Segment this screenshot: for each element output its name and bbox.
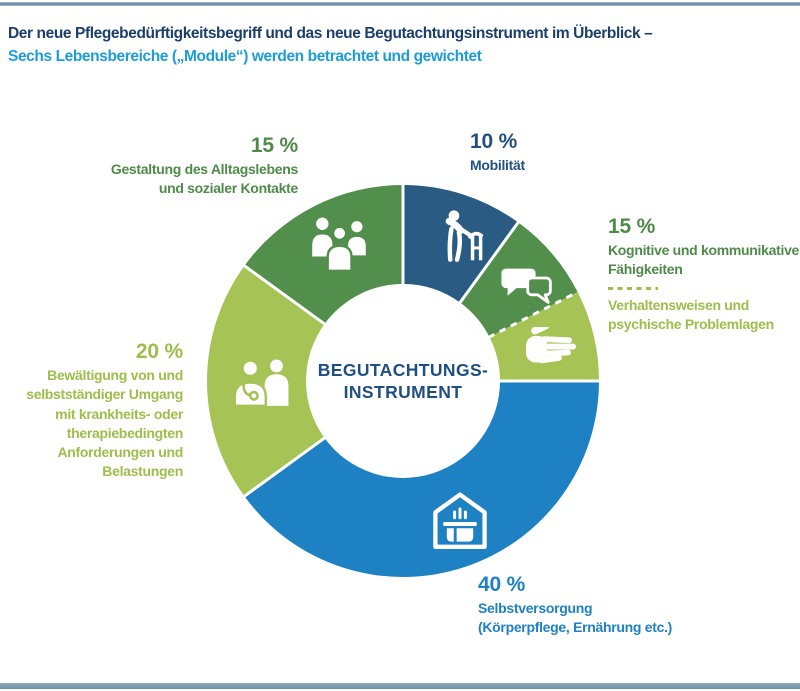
top-rule <box>0 2 800 6</box>
percent-label: 10 % <box>470 130 518 153</box>
callout-kognitive-verhaltensweisen: 15 % Kognitive und kommunikative Fähigke… <box>608 215 799 334</box>
callout-text: therapiebedingten <box>66 424 184 441</box>
hand-icon <box>524 327 578 367</box>
people-group-icon <box>309 216 369 272</box>
percent-label: 15 % <box>608 215 656 238</box>
callout-text: psychische Problemlagen <box>608 316 774 332</box>
donut-center-label: BEGUTACHTUNGS- INSTRUMENT <box>318 359 489 403</box>
donut-segment-selbstversorgung <box>244 381 599 577</box>
walker-icon <box>437 210 487 267</box>
callout-selbstversorgung: 40 % Selbstversorgung (Körperpflege, Ern… <box>478 573 672 637</box>
segment-divider <box>242 436 327 499</box>
callout-text: Kognitive und kommunikative <box>608 242 800 258</box>
page-subtitle: Sechs Lebensbereiche („Module“) werden b… <box>8 48 482 65</box>
callout-text: Selbstversorgung <box>478 600 593 616</box>
bottom-rule <box>0 683 800 689</box>
callout-mobilitaet: 10 % Mobilität <box>470 130 525 175</box>
percent-label: 15 % <box>250 134 298 157</box>
dashed-separator <box>608 287 658 290</box>
callout-gestaltung: 15 % Gestaltung des Alltagslebens und so… <box>111 134 298 198</box>
page-title: Der neue Pflegebedürftigkeitsbegriff und… <box>8 25 653 42</box>
speech-bubbles-icon <box>500 266 554 311</box>
house-pot-icon <box>431 491 489 551</box>
percent-label: 20 % <box>135 340 183 363</box>
callout-bewaeltigung: 20 % Bewältigung von und selbstständiger… <box>26 340 183 482</box>
callout-text: Verhaltensweisen und <box>608 297 750 313</box>
callout-text: Belastungen <box>102 463 183 480</box>
header: Der neue Pflegebedürftigkeitsbegriff und… <box>8 22 796 68</box>
center-label-line1: BEGUTACHTUNGS- <box>317 360 489 380</box>
callout-text: und sozialer Kontakte <box>158 180 298 196</box>
callout-text: Fähigkeiten <box>608 261 683 277</box>
callout-text: Mobilität <box>470 157 525 173</box>
doctor-patient-icon <box>233 356 295 409</box>
callout-text: (Körperpflege, Ernährung etc.) <box>478 619 673 635</box>
callout-text: Anforderungen und <box>57 444 183 461</box>
callout-text: selbstständiger Umgang <box>26 386 183 403</box>
callout-text: Bewältigung von und <box>47 367 183 383</box>
callout-text: Gestaltung des Alltagslebens <box>110 161 298 177</box>
center-label-line2: INSTRUMENT <box>343 382 463 402</box>
segment-divider <box>242 263 327 326</box>
percent-label: 40 % <box>478 573 526 596</box>
callout-text: mit krankheits- oder <box>55 405 183 422</box>
